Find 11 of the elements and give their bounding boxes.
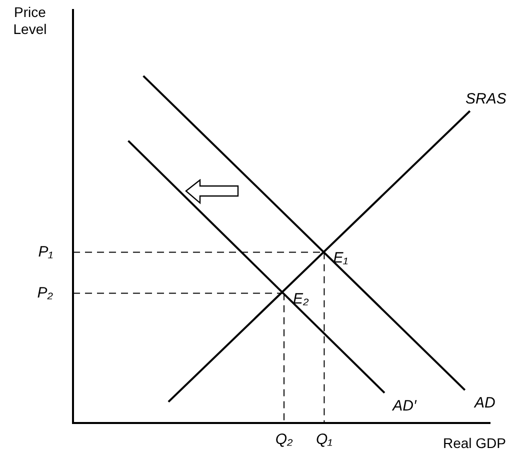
series-label: P₂	[37, 284, 54, 302]
y-axis-title: Price Level	[13, 4, 47, 37]
series-label: SRAS	[465, 90, 506, 108]
x-tick-label: Q₂	[275, 431, 293, 448]
x-tick-label: Q₁	[316, 431, 333, 448]
x-axis-title: Real GDP	[442, 434, 506, 451]
annotation: E₁	[333, 249, 348, 266]
series-label: AD′	[392, 397, 418, 414]
series-label: P₁	[38, 243, 54, 260]
series-label: AD	[473, 394, 496, 412]
annotation: E₂	[293, 290, 310, 308]
